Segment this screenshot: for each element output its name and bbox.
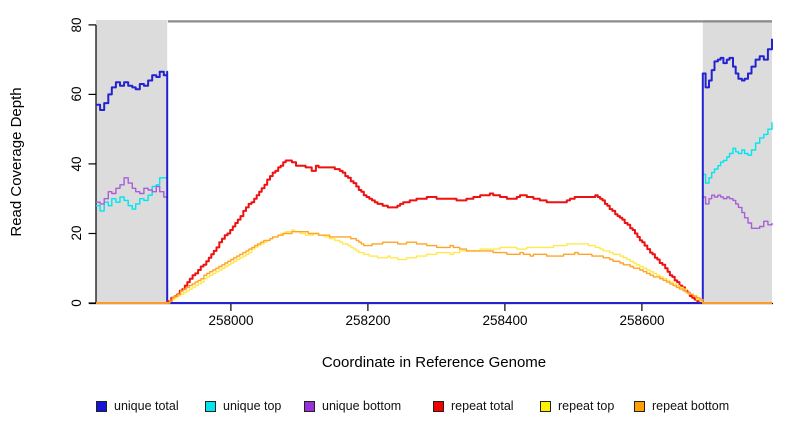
y-tick-label: 80 <box>69 17 84 33</box>
series-repeat-top <box>96 229 772 304</box>
y-tick-label: 20 <box>69 225 84 241</box>
legend-item-repeat-top: repeat top <box>540 398 614 414</box>
x-axis-label: Coordinate in Reference Genome <box>321 354 547 371</box>
shaded-region-right-flank <box>702 20 772 303</box>
series-repeat-bottom <box>96 231 772 304</box>
y-tick-label: 60 <box>69 86 84 102</box>
y-axis-label: Read Coverage Depth <box>8 87 25 237</box>
legend-swatch <box>96 400 107 412</box>
legend-swatch <box>540 400 551 412</box>
series-repeat-total <box>96 159 772 304</box>
x-tick-label: 258400 <box>482 313 528 328</box>
legend: unique total unique top unique bottom repea… <box>0 398 792 418</box>
legend-label: unique bottom <box>322 399 402 413</box>
x-tick-label: 258000 <box>208 313 254 328</box>
legend-item-repeat-bottom: repeat bottom <box>634 398 729 414</box>
legend-swatch <box>304 400 315 412</box>
legend-label: unique top <box>223 399 282 413</box>
legend-item-unique-bottom: unique bottom <box>304 398 401 414</box>
legend-label: repeat bottom <box>652 399 730 413</box>
legend-swatch <box>634 400 645 412</box>
legend-item-repeat-total: repeat total <box>433 398 514 414</box>
legend-item-unique-top: unique top <box>205 398 281 414</box>
legend-label: repeat total <box>451 399 514 413</box>
series-unique-total <box>96 38 773 304</box>
x-tick-label: 258200 <box>345 313 391 328</box>
y-tick-label: 0 <box>69 299 84 307</box>
shaded-region-left-flank <box>96 20 168 303</box>
legend-label: unique total <box>114 399 179 413</box>
legend-label: repeat top <box>558 399 615 413</box>
legend-swatch <box>205 400 216 412</box>
x-tick-label: 258600 <box>619 313 665 328</box>
y-tick-label: 40 <box>69 156 84 172</box>
legend-item-unique-total: unique total <box>96 398 179 414</box>
legend-swatch <box>433 400 444 412</box>
